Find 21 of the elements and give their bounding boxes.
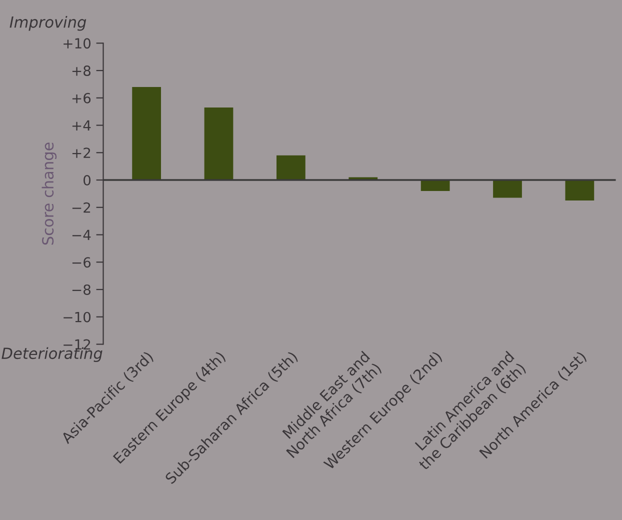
y-tick-label: +6 [72, 92, 91, 104]
bar [493, 180, 522, 198]
y-tick-label: −10 [64, 312, 91, 322]
bar [420, 180, 450, 191]
bar [132, 86, 161, 180]
y-tick-label: −2 [72, 202, 90, 213]
y-tick-label: +4 [72, 120, 91, 131]
bar [204, 107, 234, 180]
y-tick-label: +2 [72, 148, 90, 158]
y-tick-label: 0 [84, 174, 91, 186]
y-tick-label: −4 [72, 230, 91, 240]
y-tick-label: −6 [72, 257, 91, 268]
y-tick-label: +10 [64, 38, 91, 49]
bar [565, 180, 594, 201]
y-tick-label: −8 [72, 284, 90, 295]
y-tick-label: −12 [64, 339, 90, 350]
y-axis-title: Score change [42, 142, 57, 245]
bar [276, 155, 306, 180]
y-tick-label: +8 [72, 66, 90, 76]
text: Deteriorating [2, 347, 102, 362]
text: Improving [10, 16, 86, 31]
